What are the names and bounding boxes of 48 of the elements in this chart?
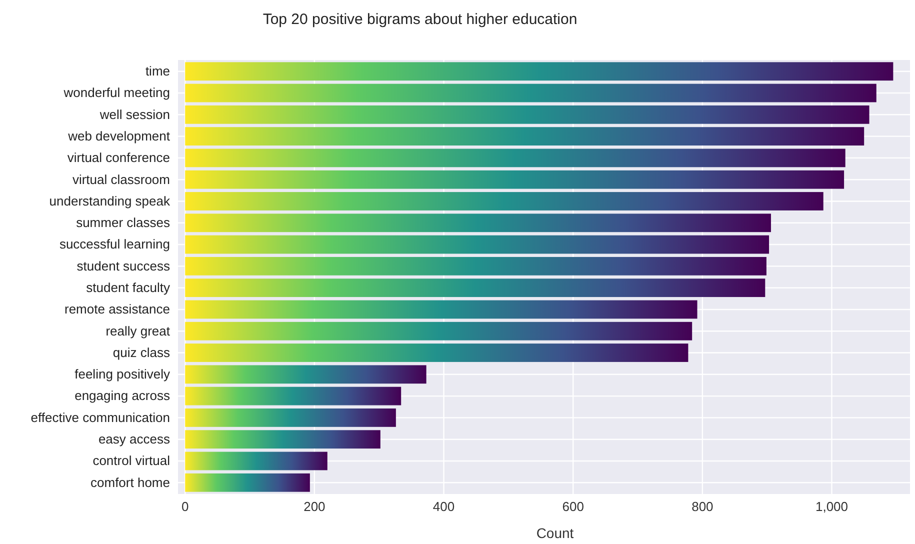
x-tick-label: 0 [181,499,189,514]
y-tick-label: easy access [98,432,170,447]
x-tick-label: 600 [562,499,584,514]
bar [185,430,380,449]
y-tick-label: time [145,64,170,79]
y-tick-label: really great [106,323,170,338]
x-tick-label: 1,000 [815,499,848,514]
bar [185,278,766,298]
y-tick-label: successful learning [59,236,170,252]
bar [185,62,894,81]
chart-title: Top 20 positive bigrams about higher education [262,11,578,28]
bar [185,148,846,168]
x-tick-label: 400 [432,499,455,514]
bar [185,386,402,406]
y-tick-label: quiz class [112,344,170,360]
bar [185,214,771,232]
y-tick-label: feeling positively [74,366,170,382]
y-tick-label: effective communication [30,410,170,425]
y-tick-label: virtual classroom [72,172,170,187]
bar [185,84,876,102]
bar [185,127,864,146]
y-tick-label: control virtual [92,453,170,468]
bar [185,192,824,210]
y-tick-label: wonderful meeting [62,85,170,100]
bar [185,322,692,340]
bar [185,344,688,362]
bar [185,365,426,384]
x-tick-label: 800 [692,499,714,514]
bar [185,256,766,276]
bar [185,235,770,254]
y-tick-label: virtual conference [67,150,170,166]
bar [185,408,396,427]
y-tick-label: summer classes [76,215,170,230]
x-axis-title: Count [536,525,574,541]
y-tick-label: remote assistance [64,302,170,317]
bar [185,105,870,124]
bar [185,170,844,189]
x-tick-label: 200 [304,499,326,514]
y-tick-label: student faculty [86,280,170,295]
y-tick-label: understanding speak [49,193,170,208]
y-tick-label: well session [98,106,170,122]
y-tick-label: student success [76,258,170,274]
bar [185,473,310,492]
y-tick-label: comfort home [90,474,170,490]
y-tick-label: web development [67,128,170,144]
y-tick-label: engaging across [74,388,170,404]
bar [185,452,328,470]
bar [185,300,698,319]
